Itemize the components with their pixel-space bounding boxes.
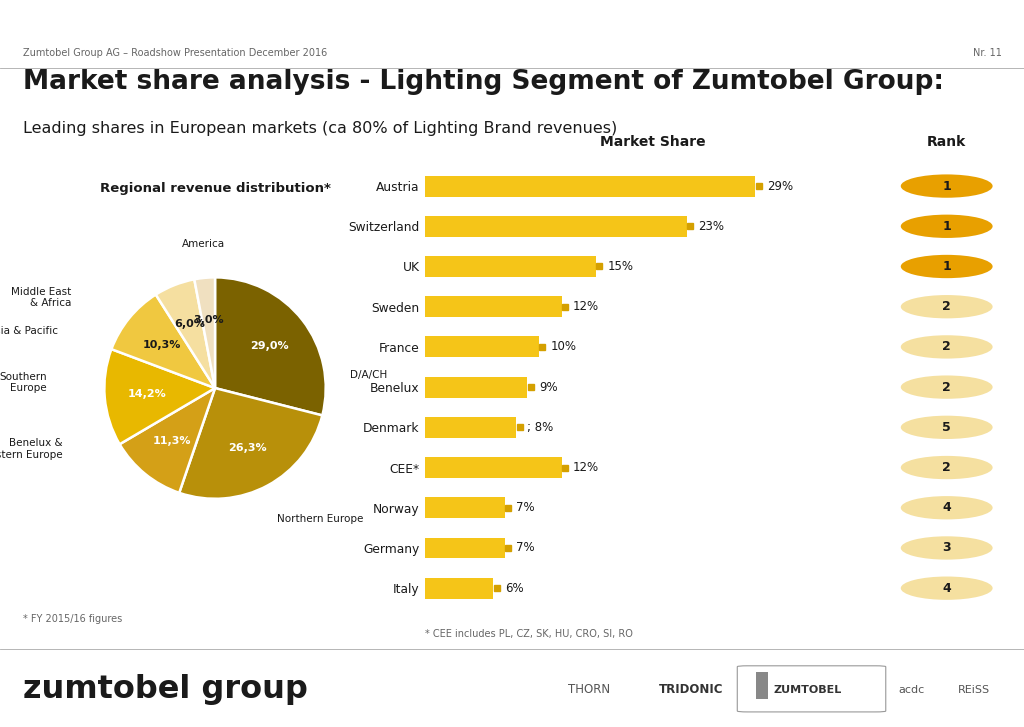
Text: 14,2%: 14,2% — [127, 389, 166, 399]
Text: Zumtobel Group AG – Roadshow Presentation December 2016: Zumtobel Group AG – Roadshow Presentatio… — [23, 47, 327, 57]
Text: acdc: acdc — [898, 685, 925, 695]
Text: Middle East
& Africa: Middle East & Africa — [11, 286, 71, 308]
Text: zumtobel group: zumtobel group — [23, 674, 307, 705]
Ellipse shape — [901, 295, 992, 318]
Ellipse shape — [901, 577, 992, 600]
Wedge shape — [179, 388, 323, 499]
Text: 29,0%: 29,0% — [250, 341, 289, 351]
Ellipse shape — [901, 496, 992, 519]
Bar — [425, 216, 687, 237]
Wedge shape — [120, 388, 215, 493]
Wedge shape — [112, 294, 215, 388]
Text: D/A/CH: D/A/CH — [350, 370, 387, 379]
Text: 1: 1 — [942, 180, 951, 193]
Bar — [425, 297, 561, 317]
Title: Regional revenue distribution*: Regional revenue distribution* — [99, 182, 331, 195]
Bar — [756, 672, 768, 699]
Text: 12%: 12% — [573, 300, 599, 313]
Text: 6%: 6% — [505, 582, 523, 595]
Bar — [425, 578, 494, 598]
Text: 3: 3 — [942, 542, 951, 555]
Bar — [425, 457, 561, 478]
Text: America: America — [182, 239, 225, 249]
Ellipse shape — [901, 456, 992, 479]
Text: Leading shares in European markets (ca 80% of Lighting Brand revenues): Leading shares in European markets (ca 8… — [23, 121, 616, 136]
Text: 2: 2 — [942, 381, 951, 393]
Ellipse shape — [901, 537, 992, 560]
Ellipse shape — [901, 214, 992, 238]
Text: 1: 1 — [942, 260, 951, 273]
Title: Market Share: Market Share — [600, 135, 706, 149]
Text: 29%: 29% — [767, 180, 793, 193]
Text: 10,3%: 10,3% — [142, 340, 181, 350]
Text: 23%: 23% — [698, 220, 724, 233]
Text: 5: 5 — [942, 421, 951, 434]
Text: 9%: 9% — [539, 381, 557, 393]
Text: Northern Europe: Northern Europe — [278, 514, 364, 523]
Text: Asia & Pacific: Asia & Pacific — [0, 326, 57, 336]
Bar — [425, 377, 527, 398]
Text: 6,0%: 6,0% — [174, 319, 205, 329]
Text: * CEE includes PL, CZ, SK, HU, CRO, SI, RO: * CEE includes PL, CZ, SK, HU, CRO, SI, … — [425, 629, 633, 639]
Bar — [425, 176, 756, 196]
Wedge shape — [104, 349, 215, 444]
Text: 15%: 15% — [607, 260, 633, 273]
Wedge shape — [195, 278, 215, 388]
Text: 2: 2 — [942, 340, 951, 353]
Text: REiSS: REiSS — [957, 685, 989, 695]
Text: 1: 1 — [942, 220, 951, 233]
Bar — [425, 337, 539, 358]
Wedge shape — [215, 278, 326, 415]
Text: 7%: 7% — [516, 501, 535, 514]
Text: TRIDONIC: TRIDONIC — [658, 683, 723, 696]
Title: Rank: Rank — [927, 135, 967, 149]
Text: Southern
Europe: Southern Europe — [0, 371, 47, 393]
Text: 26,3%: 26,3% — [228, 443, 267, 454]
Text: Market share analysis - Lighting Segment of Zumtobel Group:: Market share analysis - Lighting Segment… — [23, 69, 943, 95]
Text: 11,3%: 11,3% — [153, 436, 190, 446]
Bar — [425, 256, 596, 277]
Ellipse shape — [901, 335, 992, 358]
Text: 4: 4 — [942, 501, 951, 514]
Ellipse shape — [901, 375, 992, 399]
Text: 3,0%: 3,0% — [194, 315, 224, 325]
Text: 2: 2 — [942, 300, 951, 313]
Text: Nr. 11: Nr. 11 — [973, 47, 1001, 57]
Bar — [425, 417, 516, 438]
Text: ZUMTOBEL: ZUMTOBEL — [773, 685, 842, 695]
Bar — [425, 537, 505, 558]
Text: * FY 2015/16 figures: * FY 2015/16 figures — [23, 614, 122, 624]
Text: ; 8%: ; 8% — [527, 421, 554, 434]
Bar — [425, 497, 505, 518]
Ellipse shape — [901, 174, 992, 198]
Text: 12%: 12% — [573, 461, 599, 474]
Text: 2: 2 — [942, 461, 951, 474]
Text: Benelux &
Eastern Europe: Benelux & Eastern Europe — [0, 438, 62, 459]
Wedge shape — [156, 279, 215, 388]
Ellipse shape — [901, 255, 992, 278]
Text: 7%: 7% — [516, 542, 535, 555]
Ellipse shape — [901, 416, 992, 439]
Text: 4: 4 — [942, 582, 951, 595]
Text: THORN: THORN — [568, 683, 610, 696]
Text: 10%: 10% — [550, 340, 577, 353]
